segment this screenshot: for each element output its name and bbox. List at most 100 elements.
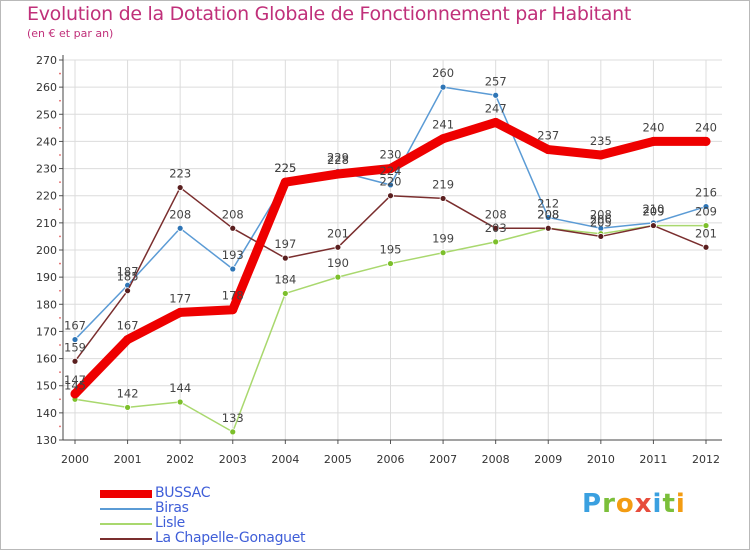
y-minor-tick	[59, 235, 61, 238]
data-label: 225	[274, 161, 296, 175]
data-label: 201	[327, 226, 349, 240]
data-point	[702, 222, 710, 229]
data-point	[701, 136, 711, 146]
data-point	[387, 181, 394, 189]
data-label: 229	[327, 150, 349, 164]
data-label: 199	[432, 232, 454, 246]
data-label: 208	[169, 207, 191, 221]
data-label: 142	[117, 386, 139, 400]
data-point	[334, 243, 342, 251]
data-label: 145	[64, 378, 86, 392]
y-minor-tick	[59, 289, 61, 292]
data-point	[492, 91, 500, 99]
logo-letter: o	[615, 489, 635, 519]
logo-letter: P	[582, 489, 603, 519]
y-tick-label: 250	[36, 108, 57, 121]
data-label: 241	[432, 118, 454, 132]
data-point	[492, 238, 500, 246]
y-minor-tick	[59, 344, 61, 346]
x-tick-label: 2002	[166, 453, 194, 466]
data-label: 197	[274, 237, 296, 251]
legend-swatch	[100, 538, 152, 540]
data-label: 184	[274, 272, 296, 286]
y-tick-label: 130	[36, 434, 57, 447]
legend-swatch	[100, 508, 152, 510]
y-minor-tick	[59, 398, 61, 401]
data-label: 216	[695, 186, 717, 200]
x-tick-label: 2007	[429, 453, 457, 466]
data-label: 201	[695, 226, 717, 240]
data-label: 208	[590, 207, 612, 221]
data-point	[229, 265, 237, 273]
data-label: 177	[169, 291, 191, 305]
data-label: 205	[590, 215, 612, 229]
data-label: 212	[537, 196, 559, 210]
x-tick-label: 2010	[587, 453, 615, 466]
data-point	[176, 224, 184, 232]
data-label: 235	[590, 134, 612, 148]
data-point	[439, 195, 447, 202]
y-tick-label: 260	[36, 81, 57, 94]
data-label: 208	[222, 207, 244, 221]
data-label: 178	[222, 289, 244, 303]
data-point	[229, 224, 237, 232]
y-minor-tick	[59, 72, 61, 75]
y-minor-tick	[59, 208, 61, 211]
data-point	[71, 357, 79, 365]
data-label: 208	[537, 207, 559, 221]
proxiti-logo: Proxiti	[582, 489, 686, 519]
data-label: 147	[64, 373, 86, 387]
data-point	[176, 184, 184, 191]
logo-letter: i	[652, 489, 663, 519]
data-point	[71, 336, 79, 343]
data-label: 230	[380, 148, 402, 162]
data-label: 185	[117, 270, 139, 284]
y-tick-label: 140	[36, 407, 57, 420]
logo-letter: i	[675, 489, 686, 519]
data-label: 206	[590, 213, 612, 227]
data-point	[387, 192, 394, 200]
x-tick-label: 2000	[61, 453, 89, 466]
y-minor-tick	[59, 154, 61, 156]
y-tick-label: 220	[36, 190, 57, 203]
y-minor-tick	[59, 126, 61, 129]
data-point	[334, 273, 342, 281]
data-point	[439, 249, 447, 257]
logo-letter: t	[662, 489, 676, 519]
data-label: 144	[169, 381, 191, 395]
data-label: 240	[642, 120, 664, 134]
data-label: 133	[222, 411, 244, 425]
y-tick-label: 150	[36, 380, 57, 393]
y-tick-label: 230	[36, 163, 57, 176]
data-point	[702, 203, 710, 210]
y-minor-tick	[59, 99, 61, 102]
data-point	[70, 389, 80, 399]
y-tick-label: 190	[36, 271, 57, 284]
data-label: 193	[222, 248, 244, 262]
y-tick-label: 160	[36, 353, 57, 366]
data-point	[123, 335, 133, 345]
data-point	[387, 260, 394, 267]
y-minor-tick	[59, 425, 61, 428]
data-label: 223	[169, 167, 191, 181]
data-point	[386, 164, 395, 174]
logo-letter: x	[634, 489, 653, 519]
y-tick-label: 170	[36, 325, 57, 338]
x-tick-label: 2008	[482, 453, 510, 466]
x-tick-label: 2001	[114, 453, 142, 466]
data-point	[543, 145, 553, 155]
y-minor-tick	[59, 371, 61, 374]
data-label: 260	[432, 66, 454, 80]
data-label: 237	[537, 129, 559, 143]
data-point	[492, 224, 500, 232]
data-point	[544, 224, 552, 232]
data-label: 208	[485, 207, 507, 221]
data-label: 203	[485, 221, 507, 235]
data-label: 257	[485, 74, 507, 88]
legend-label: Biras	[155, 500, 189, 516]
data-label: 208	[537, 207, 559, 221]
data-point	[439, 83, 447, 91]
legend-swatch	[100, 523, 152, 525]
data-label: 167	[117, 319, 139, 333]
